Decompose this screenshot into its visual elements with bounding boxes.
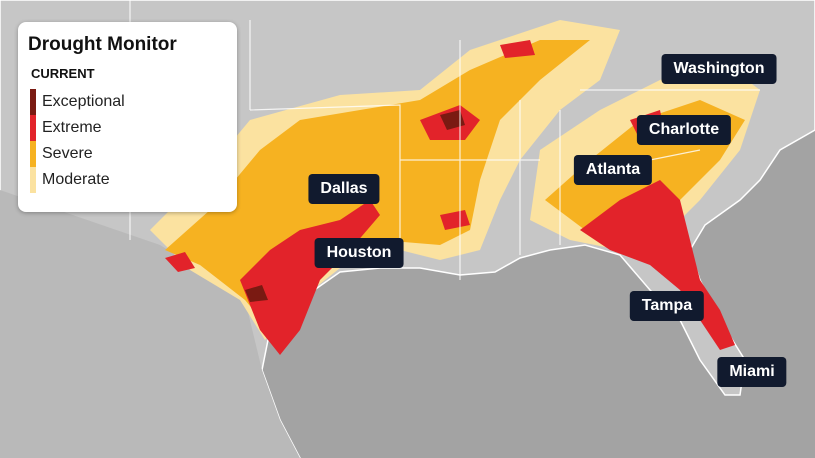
legend-subtitle: CURRENT — [31, 66, 95, 81]
legend-swatch — [30, 167, 36, 193]
legend-swatch — [30, 141, 36, 167]
legend-label: Exceptional — [42, 93, 125, 110]
legend-item: Extreme — [28, 115, 227, 141]
city-label: Dallas — [308, 174, 380, 204]
city-label: Houston — [314, 238, 404, 268]
legend-item: Moderate — [28, 167, 227, 193]
legend-title: Drought Monitor — [28, 34, 177, 55]
city-label: Tampa — [629, 291, 705, 321]
legend-item: Severe — [28, 141, 227, 167]
city-label: Washington — [661, 54, 777, 84]
city-label: Atlanta — [573, 155, 653, 185]
legend-swatch — [30, 115, 36, 141]
city-label: Miami — [717, 357, 787, 387]
legend-label: Extreme — [42, 119, 102, 136]
legend-swatch — [30, 89, 36, 115]
city-label: Charlotte — [636, 115, 732, 145]
legend-item: Exceptional — [28, 89, 227, 115]
legend-label: Severe — [42, 145, 93, 162]
legend: Drought Monitor CURRENT Exceptional Extre… — [18, 22, 237, 212]
legend-items: Exceptional Extreme Severe Moderate — [28, 89, 227, 193]
mexico — [0, 190, 300, 458]
legend-label: Moderate — [42, 171, 110, 188]
